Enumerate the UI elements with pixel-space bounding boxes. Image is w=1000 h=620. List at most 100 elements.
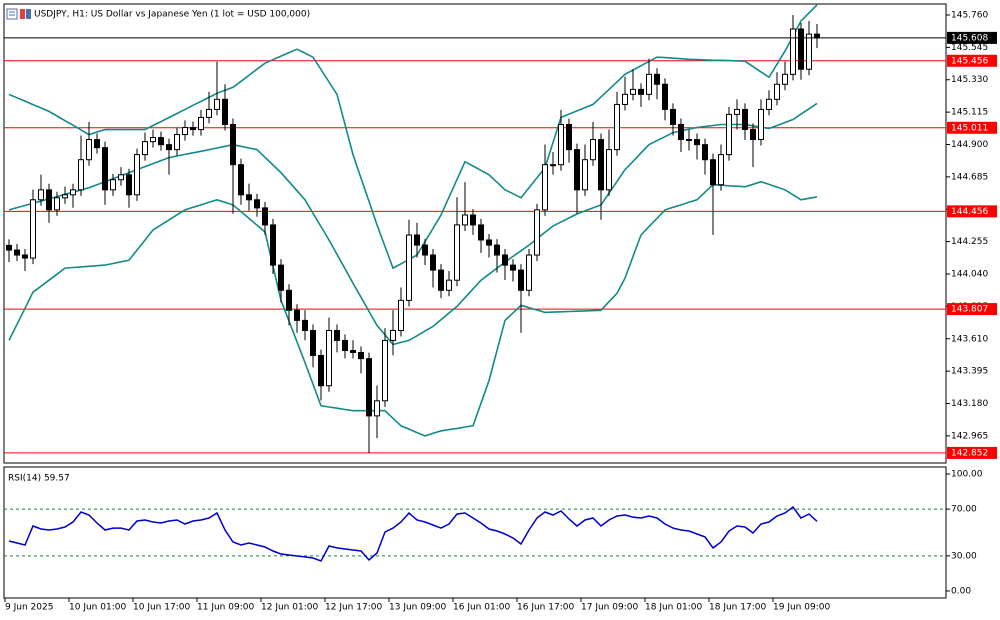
x-tick-label: 12 Jun 01:00 (261, 603, 318, 613)
candle-body (14, 249, 20, 256)
candle-body (406, 234, 412, 301)
candle-body (566, 123, 572, 151)
rsi-line (8, 505, 818, 562)
candle-body (710, 159, 716, 186)
candle-body (382, 339, 388, 402)
candle-body (310, 329, 316, 356)
level-label-box (947, 446, 997, 459)
candle-body (278, 264, 284, 291)
candle-body (782, 73, 788, 85)
candle-body (70, 189, 76, 196)
candle-body (574, 149, 580, 191)
y-tick-label: 144.255 (951, 237, 988, 247)
y-tick-label: 143.395 (951, 367, 988, 377)
candle-body (206, 108, 212, 118)
level-label-box (947, 303, 997, 316)
main-panel (3, 3, 947, 464)
x-tick-label: 12 Jun 17:00 (325, 603, 382, 613)
y-tick-label: 70.00 (951, 505, 977, 515)
y-tick-label: 144.685 (951, 172, 988, 182)
candle-body (134, 154, 140, 196)
y-tick-label: 0.00 (951, 586, 971, 596)
candle-body (654, 73, 660, 85)
candle-body (270, 224, 276, 266)
candle-body (422, 244, 428, 256)
y-tick-label: 142.965 (951, 431, 988, 441)
candle-body (6, 244, 12, 251)
candle-body (390, 329, 396, 341)
plot-layer: 145.760 145.545 145.330 145.115 144.900 144.6… (4, 4, 997, 613)
candle-body (670, 108, 676, 125)
x-tick-label: 13 Jun 09:00 (389, 603, 446, 613)
candle-body (534, 209, 540, 256)
candle-body (582, 159, 588, 191)
last-price-box (947, 31, 997, 44)
chart-title: USDJPY, H1: US Dollar vs Japanese Yen (1… (34, 10, 310, 20)
candle-body (38, 189, 44, 201)
toolbar-icons (6, 8, 31, 20)
y-tick-label: 145.545 (951, 43, 988, 53)
candle-body (742, 108, 748, 130)
candle-body (238, 164, 244, 196)
candle-body (22, 254, 28, 259)
candle-body (598, 139, 604, 191)
candle-body (646, 73, 652, 95)
candle-body (62, 194, 68, 199)
candle-body (126, 174, 132, 196)
x-tick-label: 11 Jun 09:00 (197, 603, 254, 613)
level-label: 142.852 (951, 448, 988, 458)
candle-body (438, 269, 444, 291)
y-tick-label: 145.760 (951, 10, 988, 20)
candle-body (214, 98, 220, 110)
candle-body (334, 329, 340, 341)
y-tick-label: 100.00 (951, 470, 983, 480)
candle-body (798, 28, 804, 70)
candle-body (686, 139, 692, 142)
level-label-box (947, 121, 997, 134)
y-tick-label: 145.330 (951, 75, 988, 85)
candle-body (46, 189, 52, 211)
icon (20, 9, 25, 19)
candle-body (502, 254, 508, 266)
y-tick-label: 143.610 (951, 334, 988, 344)
candle-body (230, 123, 236, 166)
candle-body (526, 254, 532, 291)
candle-body (302, 319, 308, 331)
candle-body (718, 154, 724, 186)
candle-body (470, 214, 476, 226)
candle-body (254, 199, 260, 209)
level-label: 145.011 (951, 123, 988, 133)
y-tick-label: 30.00 (951, 551, 977, 561)
candle-body (102, 147, 108, 191)
candle-body (550, 164, 556, 167)
rsi-panel (3, 466, 947, 599)
candle-body (558, 123, 564, 166)
candle-body (622, 93, 628, 105)
candle-body (398, 299, 404, 331)
x-tick-label: 16 Jun 01:00 (453, 603, 510, 613)
icon (26, 9, 31, 19)
candle-body (606, 149, 612, 191)
candle-body (486, 239, 492, 246)
candle-body (318, 354, 324, 387)
candle-body (174, 134, 180, 151)
candle-body (478, 224, 484, 241)
level-label: 145.456 (951, 56, 988, 66)
bollinger-upper (8, 4, 818, 270)
x-tick-label: 19 Jun 09:00 (773, 603, 830, 613)
candle-body (614, 103, 620, 151)
x-tick-label: 18 Jun 17:00 (709, 603, 766, 613)
candle-body (30, 199, 36, 259)
candle-body (414, 234, 420, 246)
candle-body (142, 141, 148, 156)
level-label-box (947, 54, 997, 67)
candle-body (374, 400, 380, 417)
candle-body (454, 224, 460, 281)
candle-body (694, 139, 700, 146)
candle-body (166, 144, 172, 151)
candle-body (806, 33, 812, 70)
y-tick-label: 144.040 (951, 270, 988, 280)
candle-body (182, 126, 188, 136)
candle-body (86, 139, 92, 161)
